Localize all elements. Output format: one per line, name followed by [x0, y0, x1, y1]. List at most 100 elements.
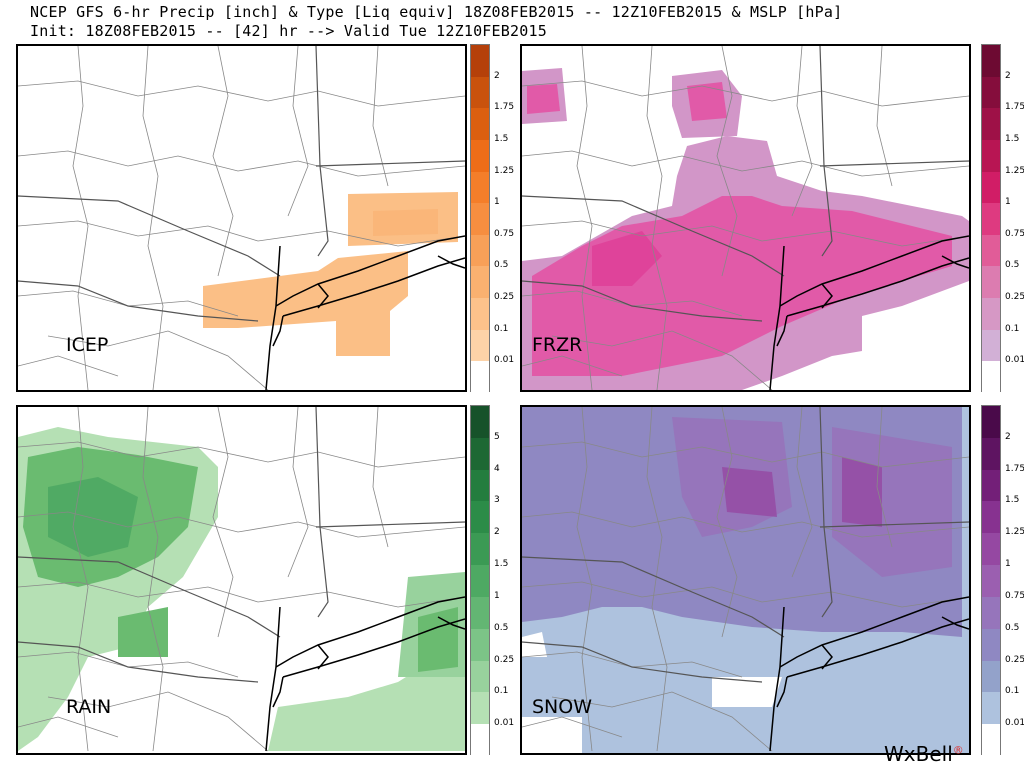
icep-colorbar-segment [471, 203, 489, 235]
wxbell-logo: WxBell® [884, 742, 964, 766]
snow-colorbar-segment [982, 724, 1000, 756]
frzr-colorbar-tick: 1.75 [1005, 102, 1024, 113]
snow-colorbar-segment [982, 469, 1000, 502]
frzr-map [522, 46, 969, 390]
frzr-colorbar-segment [982, 171, 1000, 204]
brand-mark: ® [952, 743, 964, 757]
snow-colorbar-tick: 1.25 [1005, 527, 1024, 538]
snow-colorbar-tick: 0.1 [1005, 686, 1020, 697]
rain-colorbar-tick: 1.5 [494, 559, 509, 570]
rain-colorbar-tick: 0.01 [494, 718, 515, 729]
snow-map-panel: SNOW [520, 405, 971, 755]
rain-colorbar-segment [471, 406, 489, 438]
icep-colorbar-segment [471, 76, 489, 109]
snow-colorbar-tick: 0.75 [1005, 590, 1024, 601]
rain-colorbar-segment [471, 628, 489, 661]
rain-colorbar-segment [471, 660, 489, 693]
rain-colorbar-tick: 2 [494, 527, 500, 538]
map-title: NCEP GFS 6-hr Precip [inch] & Type [Liq … [30, 3, 843, 21]
icep-colorbar-tick: 0.1 [494, 323, 509, 334]
icep-colorbar-tick: 0.5 [494, 260, 509, 271]
frzr-colorbar-segment [982, 234, 1000, 267]
snow-colorbar-segment [982, 565, 1000, 597]
frzr-colorbar-tick: 1.5 [1005, 133, 1020, 144]
snow-colorbar-segment [982, 596, 1000, 629]
snow-colorbar-segment [982, 660, 1000, 693]
snow-colorbar-tick: 1 [1005, 559, 1011, 570]
rain-colorbar-segment [471, 437, 489, 470]
rain-colorbar-segment [471, 533, 489, 566]
frzr-colorbar-segment [982, 298, 1000, 330]
frzr-colorbar-segment [982, 203, 1000, 235]
icep-colorbar-tick: 0.01 [494, 355, 515, 366]
icep-colorbar-tick: 1.25 [494, 165, 515, 176]
frzr-colorbar-segment [982, 108, 1000, 140]
icep-colorbar-segment [471, 139, 489, 172]
snow-colorbar-segment [982, 406, 1000, 438]
rain-colorbar [470, 405, 490, 756]
frzr-map-panel: FRZR [520, 44, 971, 392]
snow-colorbar-tick: 2 [1005, 431, 1011, 442]
icep-colorbar-tick: 1.5 [494, 133, 509, 144]
icep-colorbar-segment [471, 234, 489, 267]
rain-colorbar-segment [471, 692, 489, 725]
icep-colorbar-tick: 2 [494, 70, 500, 81]
rain-map-panel: RAIN [16, 405, 467, 755]
frzr-colorbar-segment [982, 266, 1000, 298]
frzr-colorbar-segment [982, 139, 1000, 172]
rain-colorbar-segment [471, 724, 489, 756]
frzr-colorbar-segment [982, 361, 1000, 393]
rain-colorbar-tick: 5 [494, 431, 500, 442]
rain-colorbar-tick: 3 [494, 495, 500, 506]
brand-name: WxBell [884, 742, 953, 766]
rain-colorbar-tick: 0.1 [494, 686, 509, 697]
snow-colorbar-segment [982, 692, 1000, 725]
frzr-colorbar-tick: 0.5 [1005, 260, 1020, 271]
rain-colorbar-tick: 1 [494, 590, 500, 601]
snow-colorbar-tick: 0.5 [1005, 622, 1020, 633]
snow-map [522, 407, 969, 753]
icep-label: ICEP [66, 334, 109, 356]
frzr-colorbar-segment [982, 329, 1000, 362]
frzr-label: FRZR [532, 334, 583, 356]
icep-colorbar-segment [471, 329, 489, 362]
icep-colorbar-segment [471, 45, 489, 77]
rain-map [18, 407, 465, 752]
icep-colorbar-segment [471, 108, 489, 140]
frzr-colorbar-segment [982, 45, 1000, 77]
frzr-colorbar [981, 44, 1001, 393]
snow-colorbar-segment [982, 501, 1000, 534]
snow-label: SNOW [532, 696, 593, 718]
snow-colorbar-segment [982, 628, 1000, 661]
rain-colorbar-segment [471, 565, 489, 597]
snow-colorbar [981, 405, 1001, 756]
frzr-colorbar-tick: 2 [1005, 70, 1011, 81]
rain-colorbar-tick: 0.25 [494, 654, 515, 665]
icep-colorbar-tick: 0.25 [494, 292, 515, 303]
rain-colorbar-segment [471, 469, 489, 502]
icep-colorbar-segment [471, 361, 489, 393]
icep-colorbar-tick: 1 [494, 197, 500, 208]
frzr-colorbar-tick: 0.75 [1005, 228, 1024, 239]
icep-map-panel: ICEP [16, 44, 467, 392]
icep-colorbar-segment [471, 171, 489, 204]
snow-colorbar-tick: 1.5 [1005, 495, 1020, 506]
rain-colorbar-segment [471, 596, 489, 629]
frzr-colorbar-tick: 0.01 [1005, 355, 1024, 366]
frzr-colorbar-segment [982, 76, 1000, 109]
rain-colorbar-tick: 4 [494, 463, 500, 474]
rain-label: RAIN [66, 696, 112, 718]
snow-colorbar-tick: 0.01 [1005, 718, 1024, 729]
frzr-colorbar-tick: 0.1 [1005, 323, 1020, 334]
icep-colorbar-segment [471, 266, 489, 298]
rain-colorbar-segment [471, 501, 489, 534]
snow-colorbar-segment [982, 437, 1000, 470]
icep-map [18, 46, 465, 390]
icep-colorbar-segment [471, 298, 489, 330]
frzr-colorbar-tick: 1.25 [1005, 165, 1024, 176]
icep-colorbar-tick: 1.75 [494, 102, 515, 113]
frzr-colorbar-tick: 1 [1005, 197, 1011, 208]
icep-colorbar [470, 44, 490, 393]
map-subtitle: Init: 18Z08FEB2015 -- [42] hr --> Valid … [30, 22, 547, 40]
snow-colorbar-tick: 0.25 [1005, 654, 1024, 665]
